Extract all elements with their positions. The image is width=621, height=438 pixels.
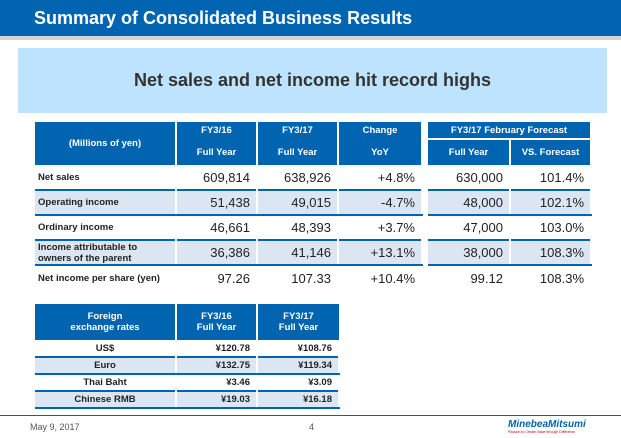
cell: 609,814	[176, 165, 258, 190]
cell: 107.33	[257, 265, 339, 290]
logo-text: MinebeaMitsumi	[508, 419, 586, 430]
cell: 41,146	[257, 239, 339, 266]
table-row: Ordinary income 46,661 48,393 +3.7% 47,000 10…	[35, 215, 593, 240]
currency-label: Thai Baht	[35, 374, 177, 391]
page-number: 4	[309, 422, 315, 432]
cell: 49,015	[257, 189, 339, 216]
cell: +13.1%	[338, 239, 423, 266]
company-logo: MinebeaMitsumi Passion to Create Value t…	[508, 419, 603, 434]
cell: 99.12	[428, 265, 511, 290]
currency-label: US$	[35, 340, 177, 357]
cell: +3.7%	[338, 215, 423, 240]
headline-banner: Net sales and net income hit record high…	[18, 48, 607, 113]
cell: 102.1%	[510, 189, 593, 216]
cell: 46,661	[176, 215, 258, 240]
cell: ¥119.34	[257, 356, 340, 375]
table-row: Net sales 609,814 638,926 +4.8% 630,000 101.4…	[35, 165, 593, 190]
slide-title: Summary of Consolidated Business Results	[34, 8, 413, 28]
cell: 38,000	[428, 239, 511, 266]
currency-label: Chinese RMB	[35, 390, 177, 409]
footer-divider	[0, 415, 621, 416]
cell: 638,926	[257, 165, 339, 190]
cell: 47,000	[428, 215, 511, 240]
row-label: Operating income	[35, 189, 177, 216]
cell: -4.7%	[338, 189, 423, 216]
col-forecast: FY3/17 February Forecast	[428, 122, 593, 140]
results-table: (Millions of yen) FY3/16 FY3/17 Change F…	[35, 122, 593, 290]
footer-date: May 9, 2017	[30, 422, 80, 432]
sub-vs-forecast: VS. Forecast	[510, 139, 593, 165]
cell: 36,386	[176, 239, 258, 266]
fx-header-fy17: FY3/17 Full Year	[257, 304, 339, 340]
table-row: Euro ¥132.75 ¥119.34	[35, 356, 340, 375]
sub-fy17: Full Year	[257, 139, 339, 165]
cell: 108.3%	[510, 265, 593, 290]
cell: ¥120.78	[176, 340, 258, 357]
row-label: Ordinary income	[35, 215, 177, 240]
cell: 630,000	[428, 165, 511, 190]
cell: ¥16.18	[257, 390, 340, 409]
table-row: Operating income 51,438 49,015 -4.7% 48,000 1…	[35, 189, 593, 216]
row-label: Income attributable to owners of the par…	[35, 239, 177, 266]
col-change: Change	[338, 122, 423, 139]
row-label: Net income per share (yen)	[35, 265, 177, 290]
fx-rates-table: Foreign exchange rates FY3/16 Full Year …	[35, 304, 340, 409]
cell: +10.4%	[338, 265, 423, 290]
cell: ¥19.03	[176, 390, 258, 409]
table-row: Chinese RMB ¥19.03 ¥16.18	[35, 390, 340, 409]
table-row: US$ ¥120.78 ¥108.76	[35, 340, 340, 357]
fx-header-label: Foreign exchange rates	[35, 304, 177, 340]
table-row: Net income per share (yen) 97.26 107.33 +10…	[35, 265, 593, 290]
cell: 101.4%	[510, 165, 593, 190]
cell: 97.26	[176, 265, 258, 290]
currency-label: Euro	[35, 356, 177, 375]
cell: ¥132.75	[176, 356, 258, 375]
col-fy16: FY3/16	[176, 122, 258, 139]
cell: 108.3%	[510, 239, 593, 266]
col-fy17: FY3/17	[257, 122, 339, 139]
table-row: Thai Baht ¥3.46 ¥3.09	[35, 374, 340, 391]
cell: ¥108.76	[257, 340, 340, 357]
unit-header: (Millions of yen)	[35, 122, 177, 165]
title-divider	[0, 36, 621, 40]
cell: 48,393	[257, 215, 339, 240]
cell: 51,438	[176, 189, 258, 216]
cell: 103.0%	[510, 215, 593, 240]
sub-fc-full: Full Year	[428, 139, 511, 165]
row-label: Net sales	[35, 165, 177, 190]
logo-tagline: Passion to Create Value through Differen…	[508, 430, 576, 434]
cell: ¥3.46	[176, 374, 258, 391]
cell: ¥3.09	[257, 374, 340, 391]
cell: +4.8%	[338, 165, 423, 190]
table-row: Income attributable to owners of the par…	[35, 239, 593, 266]
cell: 48,000	[428, 189, 511, 216]
sub-yoy: YoY	[338, 139, 423, 165]
title-bar: Summary of Consolidated Business Results	[0, 0, 621, 36]
sub-fy16: Full Year	[176, 139, 258, 165]
fx-header-fy16: FY3/16 Full Year	[176, 304, 258, 340]
